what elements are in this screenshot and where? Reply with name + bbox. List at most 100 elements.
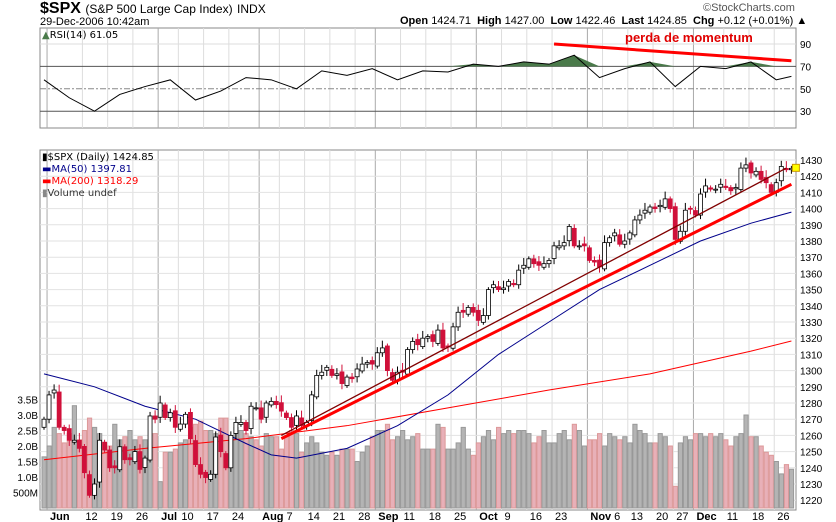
candle-body xyxy=(708,187,713,190)
volume-bar xyxy=(218,417,224,509)
volume-tick-label: 3.5B xyxy=(17,396,38,407)
volume-bar xyxy=(354,461,360,509)
candle-body xyxy=(662,198,668,208)
candle-body xyxy=(475,309,481,321)
x-tick-label: 18 xyxy=(752,511,764,522)
legend-ma200: ▬MA(200) 1318.29 xyxy=(42,176,139,187)
candle-body xyxy=(268,400,274,406)
volume-bar xyxy=(551,442,557,509)
price-tick-label: 1230 xyxy=(800,480,823,491)
candle-body xyxy=(309,394,315,421)
x-tick-label: 26 xyxy=(777,511,789,522)
volume-bar xyxy=(364,445,370,509)
volume-bar xyxy=(591,439,598,509)
candle-body xyxy=(612,232,618,237)
price-tick-label: 1420 xyxy=(800,172,823,183)
rsi-tick-label: 90 xyxy=(800,40,812,51)
volume-tick-label: 3.0B xyxy=(17,411,38,422)
candle-body xyxy=(501,287,506,291)
candle-body xyxy=(556,245,562,249)
rsi-tick-label: 30 xyxy=(800,107,812,118)
volume-bar xyxy=(490,439,497,509)
candle-body xyxy=(213,436,219,475)
candle-body xyxy=(127,457,133,461)
candle-body xyxy=(450,326,456,349)
candle-body xyxy=(76,439,82,449)
volume-bar xyxy=(132,439,138,509)
candle-body xyxy=(526,258,532,268)
price-tick-label: 1310 xyxy=(800,350,823,361)
candle-body xyxy=(314,375,320,398)
candle-body xyxy=(480,315,486,323)
x-tick-label: 25 xyxy=(454,511,466,522)
candle-body xyxy=(420,337,426,348)
volume-bar xyxy=(657,433,663,509)
candle-body xyxy=(218,434,224,452)
volume-bar xyxy=(652,442,658,509)
volume-bar xyxy=(278,448,285,509)
volume-bar xyxy=(597,433,603,509)
candle-body xyxy=(723,185,729,188)
candle-body xyxy=(172,410,178,428)
volume-tick-label: 500M xyxy=(13,489,38,500)
candle-body xyxy=(339,371,345,384)
candle-body xyxy=(223,453,229,469)
volume-bar xyxy=(541,430,547,509)
volume-bar xyxy=(698,433,704,509)
candle-body xyxy=(334,373,340,376)
candle-body xyxy=(228,434,234,469)
volume-bar xyxy=(430,448,436,509)
x-tick-label: 27 xyxy=(676,511,688,522)
x-tick-label: Aug xyxy=(262,511,283,522)
price-tick-label: 1220 xyxy=(800,496,823,507)
volume-bar xyxy=(612,436,618,509)
candle-body xyxy=(177,423,183,430)
candle-body xyxy=(561,242,567,247)
rsi-icon: ▲ xyxy=(42,30,50,41)
volume-bar xyxy=(496,426,502,509)
candle-body xyxy=(354,368,360,378)
candle-body xyxy=(299,417,304,427)
volume-bar xyxy=(642,433,648,509)
volume-bar xyxy=(511,433,517,509)
candle-body xyxy=(491,284,496,289)
volume-bar xyxy=(566,439,572,509)
trendline xyxy=(281,167,787,436)
candle-body xyxy=(465,307,471,315)
candle-body xyxy=(369,360,375,365)
candle-body xyxy=(319,371,325,376)
volume-bar xyxy=(122,436,128,509)
volume-bar xyxy=(56,433,62,509)
volume-bar xyxy=(783,464,790,509)
x-tick-label: 19 xyxy=(111,511,123,522)
x-tick-label: Nov xyxy=(590,511,612,522)
quote-bar: Open 1424.71 High 1427.00 Low 1422.46 La… xyxy=(400,15,808,27)
candle-body xyxy=(642,209,648,214)
volume-bar xyxy=(763,451,769,509)
candle-body xyxy=(46,394,52,420)
candle-body xyxy=(253,407,259,410)
x-tick-label: Jun xyxy=(50,511,70,522)
volume-bar xyxy=(576,430,582,509)
volume-bar xyxy=(607,433,613,509)
candle-body xyxy=(157,402,163,418)
volume-bar xyxy=(152,433,158,509)
candle-body xyxy=(198,464,203,475)
volume-bar xyxy=(86,417,93,509)
candle-body xyxy=(485,289,491,316)
candle-body xyxy=(384,345,390,372)
candle-body xyxy=(117,446,123,471)
volume-bar xyxy=(384,423,391,509)
x-tick-label: 11 xyxy=(727,511,738,522)
price-tick-label: 1390 xyxy=(800,221,823,232)
candle-body xyxy=(496,286,501,290)
volume-bar xyxy=(177,442,184,509)
volume-bar xyxy=(753,436,759,509)
volume-bar xyxy=(773,461,779,509)
candle-body xyxy=(521,264,527,269)
candle-body xyxy=(167,412,173,418)
candle-body xyxy=(576,245,582,248)
volume-bar xyxy=(162,451,168,509)
x-tick-label: 11 xyxy=(404,511,415,522)
price-tick-label: 1300 xyxy=(800,367,823,378)
